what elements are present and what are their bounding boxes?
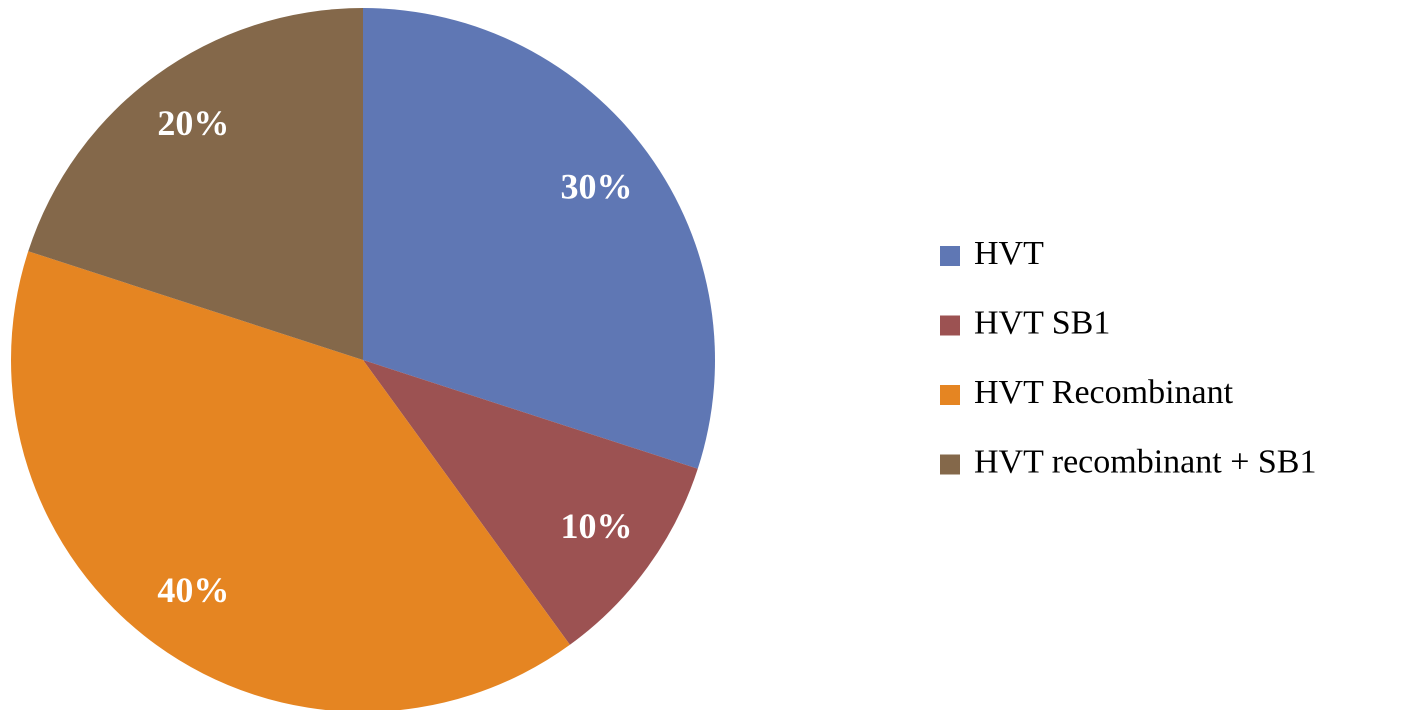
pie-slice (363, 8, 716, 469)
legend-label: HVT (974, 235, 1044, 272)
value-label: 10% (561, 506, 633, 546)
legend-label: HVT recombinant + SB1 (974, 443, 1316, 480)
pie-slice (363, 360, 698, 645)
legend-swatch (940, 315, 960, 336)
legend-swatch (940, 385, 960, 405)
pie-slice (11, 251, 570, 710)
value-label: 20% (157, 103, 229, 143)
legend-swatch (940, 454, 960, 475)
legend-label: HVT Recombinant (974, 374, 1234, 411)
value-label: 40% (157, 570, 229, 610)
pie-slice (28, 8, 363, 360)
legend-swatch (940, 246, 960, 266)
legend-label: HVT SB1 (974, 304, 1110, 341)
value-label: 30% (561, 167, 633, 207)
